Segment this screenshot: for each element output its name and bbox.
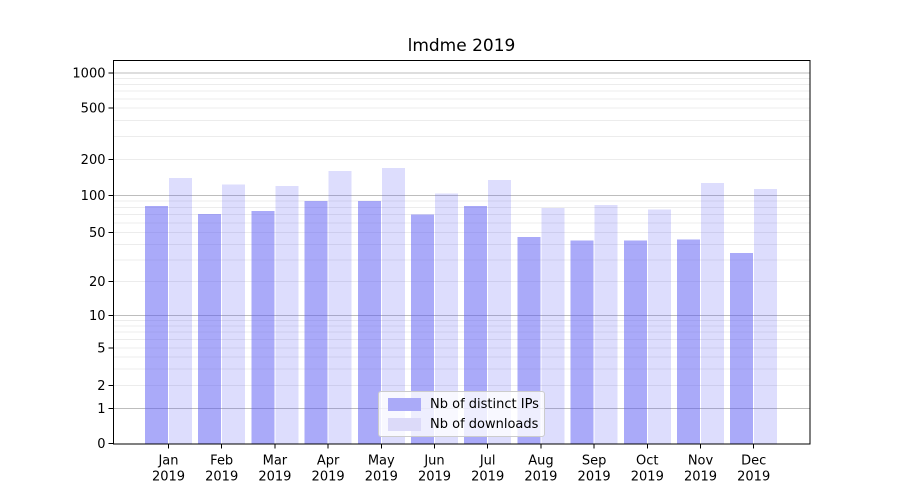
x-tick-label-year: 2019 (684, 470, 717, 485)
x-tick-label-year: 2019 (152, 470, 185, 485)
x-tick-label-year: 2019 (524, 470, 557, 485)
bar-downloads-jun (435, 193, 458, 444)
y-tick-label: 1 (97, 402, 105, 417)
x-tick-label-year: 2019 (418, 470, 451, 485)
x-tick-label-month: Jul (479, 454, 496, 469)
x-tick-label-month: Apr (317, 454, 340, 469)
x-tick-label-month: May (368, 454, 395, 469)
legend-label-distinct-ips: Nb of distinct IPs (430, 396, 539, 412)
x-tick-label-month: Mar (263, 454, 288, 469)
bar-downloads-mar (275, 186, 299, 444)
bar-downloads-oct (647, 209, 671, 444)
y-tick-label: 10 (89, 309, 106, 324)
bar-downloads-apr (328, 171, 352, 444)
x-tick-label-year: 2019 (631, 470, 664, 485)
x-tick-label-month: Jan (157, 454, 178, 469)
bar-downloads-may (381, 167, 405, 444)
legend: Nb of distinct IPs Nb of downloads (378, 391, 545, 437)
bar-distinct-ips-jun (411, 214, 434, 444)
y-tick-label: 200 (81, 153, 106, 168)
bar-distinct-ips-jan (145, 206, 168, 444)
x-tick-label-year: 2019 (578, 470, 611, 485)
y-tick-label: 500 (81, 102, 106, 117)
bar-downloads-jan (169, 178, 192, 444)
y-tick-label: 20 (89, 275, 106, 290)
x-tick-label-month: Dec (741, 454, 766, 469)
bar-distinct-ips-feb (198, 213, 222, 444)
x-tick-label-year: 2019 (258, 470, 291, 485)
bar-distinct-ips-jul (464, 206, 488, 444)
y-tick-label: 50 (89, 226, 106, 241)
bar-distinct-ips-may (357, 201, 381, 444)
bar-downloads-feb (222, 184, 246, 444)
x-tick-label-year: 2019 (471, 470, 504, 485)
x-tick-label-year: 2019 (365, 470, 398, 485)
bar-distinct-ips-mar (251, 210, 275, 444)
bar-distinct-ips-nov (677, 239, 700, 444)
bar-distinct-ips-dec (730, 253, 754, 444)
bar-downloads-jul (488, 179, 512, 444)
x-tick-label-year: 2019 (737, 470, 770, 485)
y-tick-label: 0 (97, 437, 105, 452)
plot-border (112, 59, 811, 445)
x-tick-label-month: Aug (528, 454, 553, 469)
bar-downloads-aug (541, 208, 565, 444)
bar-distinct-ips-sep (570, 240, 594, 444)
legend-entry-downloads: Nb of downloads (388, 417, 544, 432)
bar-distinct-ips-oct (623, 240, 647, 444)
legend-label-downloads: Nb of downloads (430, 416, 539, 432)
y-tick-label: 1000 (72, 67, 105, 82)
bar-downloads-nov (701, 183, 724, 444)
x-tick-label-month: Sep (582, 454, 607, 469)
x-tick-label-month: Nov (688, 454, 714, 469)
bar-downloads-sep (594, 204, 618, 444)
x-tick-label-month: Oct (636, 454, 658, 469)
legend-swatch-distinct-ips-icon (388, 397, 421, 411)
x-tick-label-month: Feb (210, 454, 233, 469)
legend-entry-distinct-ips: Nb of distinct IPs (388, 397, 544, 412)
y-tick-label: 5 (97, 342, 105, 357)
chart-title: lmdme 2019 (407, 36, 516, 56)
y-tick-label: 100 (81, 189, 106, 204)
y-tick-label: 2 (97, 379, 105, 394)
bar-distinct-ips-apr (304, 201, 328, 444)
x-tick-label-year: 2019 (312, 470, 345, 485)
x-tick-label-year: 2019 (205, 470, 238, 485)
x-tick-label-month: Jun (423, 454, 444, 469)
bar-downloads-dec (754, 189, 778, 444)
legend-swatch-downloads-icon (388, 417, 421, 431)
